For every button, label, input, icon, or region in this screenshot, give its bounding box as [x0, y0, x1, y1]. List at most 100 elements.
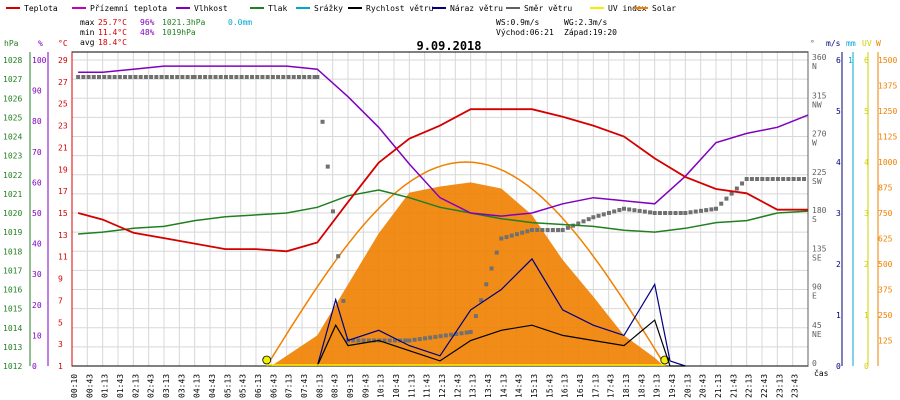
tick-hpa: 1021 — [3, 190, 22, 199]
series-dir-point — [796, 177, 801, 181]
legend-label-rain: Srážky — [314, 4, 343, 13]
series-dir-point — [336, 254, 341, 259]
legend-label-temp: Teplota — [24, 4, 58, 13]
tick-c: 17 — [58, 187, 68, 196]
tick-deg: 270 — [812, 130, 827, 139]
tick-time: 13:13 — [469, 374, 478, 398]
tick-ms: 1 — [836, 311, 841, 320]
tick-c: 7 — [58, 296, 63, 305]
tick-w: 250 — [878, 311, 893, 320]
series-solar-area — [271, 182, 664, 366]
series-dir-point — [576, 221, 581, 226]
tick-c: 11 — [58, 253, 68, 262]
tick-c: 19 — [58, 165, 68, 174]
series-dir-point — [392, 338, 397, 343]
series-dir-point — [530, 228, 534, 232]
tick-pct: 60 — [32, 178, 42, 187]
tick-time: 21:43 — [729, 374, 738, 398]
tick-c: 1 — [58, 362, 63, 371]
series-dir-point — [260, 75, 265, 79]
series-dir-point — [632, 208, 637, 213]
tick-time: 03:43 — [177, 374, 186, 398]
tick-c: 5 — [58, 318, 63, 327]
tick-c: 21 — [58, 143, 68, 152]
right-unit-mm: mm — [846, 39, 856, 48]
series-dir-point — [802, 177, 807, 181]
tick-time: 19:43 — [668, 374, 677, 398]
series-dir-point — [250, 75, 255, 79]
series-dir-point — [412, 337, 417, 342]
series-dir-point — [740, 181, 745, 186]
legend-label-wind: Rychlost větru — [366, 4, 434, 13]
series-dir-point — [265, 75, 270, 79]
series-dir-point — [159, 75, 164, 79]
series-dir-point — [315, 75, 320, 79]
series-dir-point — [192, 75, 197, 79]
tick-mm: 1 — [848, 56, 853, 65]
tick-hpa: 1025 — [3, 113, 22, 122]
series-dir-point — [123, 75, 128, 79]
tick-pct: 40 — [32, 240, 42, 249]
tick-time: 05:43 — [239, 374, 248, 398]
tick-hpa: 1020 — [3, 209, 22, 218]
series-dir-point — [449, 332, 454, 337]
series-dir-point — [550, 228, 555, 232]
series-dir-point — [169, 75, 174, 79]
series-dir-point — [489, 266, 494, 271]
tick-uv: 0 — [864, 362, 869, 371]
series-dir-point — [545, 228, 550, 232]
series-dir-point — [744, 177, 749, 181]
summary-max-temp: 25.7°C — [98, 18, 127, 27]
tick-deg-dir: N — [812, 62, 817, 71]
tick-w: 1250 — [878, 107, 897, 116]
series-dir-point — [484, 282, 489, 287]
tick-time: 04:43 — [208, 374, 217, 398]
series-dir-point — [704, 208, 709, 213]
series-dir-point — [596, 213, 601, 218]
series-dir-point — [652, 211, 657, 215]
x-unit-label: čas — [814, 368, 829, 378]
series-dir-point — [138, 75, 143, 79]
series-dir-point — [213, 75, 218, 79]
left-unit-pct: % — [38, 39, 43, 48]
tick-pct: 20 — [32, 301, 42, 310]
series-dir-point — [565, 225, 570, 230]
series-dir-point — [112, 75, 117, 79]
right-unit-deg: ° — [810, 39, 815, 48]
series-dir-point — [673, 211, 678, 215]
series-dir-point — [535, 228, 540, 232]
tick-pct: 10 — [32, 331, 42, 340]
series-dir-point — [128, 75, 133, 79]
tick-w: 1375 — [878, 82, 897, 91]
series-pressure — [78, 189, 809, 235]
tick-pct: 0 — [32, 362, 37, 371]
series-dir-point — [361, 338, 366, 343]
tick-pct: 80 — [32, 117, 42, 126]
series-dir-point — [154, 75, 159, 79]
tick-time: 10:13 — [377, 374, 386, 398]
series-dir-point — [556, 228, 561, 232]
tick-ms: 6 — [836, 56, 841, 65]
tick-ms: 4 — [836, 158, 841, 167]
tick-hpa: 1027 — [3, 75, 22, 84]
summary-avg-temp: 18.4°C — [98, 38, 127, 47]
series-dir-point — [286, 75, 291, 79]
tick-pct: 90 — [32, 87, 42, 96]
series-dir-point — [791, 177, 796, 181]
tick-time: 21:13 — [714, 374, 723, 398]
series-dir-point — [387, 338, 392, 343]
tick-deg-dir: SE — [812, 253, 822, 262]
tick-deg-dir: NW — [812, 100, 822, 109]
tick-time: 23:43 — [791, 374, 800, 398]
series-dir-point — [698, 208, 703, 213]
series-dir-point — [514, 232, 519, 237]
summary-ws: WS:0.9m/s — [496, 18, 540, 27]
series-dir-point — [719, 201, 724, 206]
series-dir-point — [714, 206, 718, 211]
series-dir-point — [276, 75, 281, 79]
tick-time: 20:43 — [699, 374, 708, 398]
series-dir-point — [468, 330, 473, 334]
tick-time: 11:13 — [407, 374, 416, 398]
tick-pct: 50 — [32, 209, 42, 218]
series-dir-point — [509, 233, 514, 238]
